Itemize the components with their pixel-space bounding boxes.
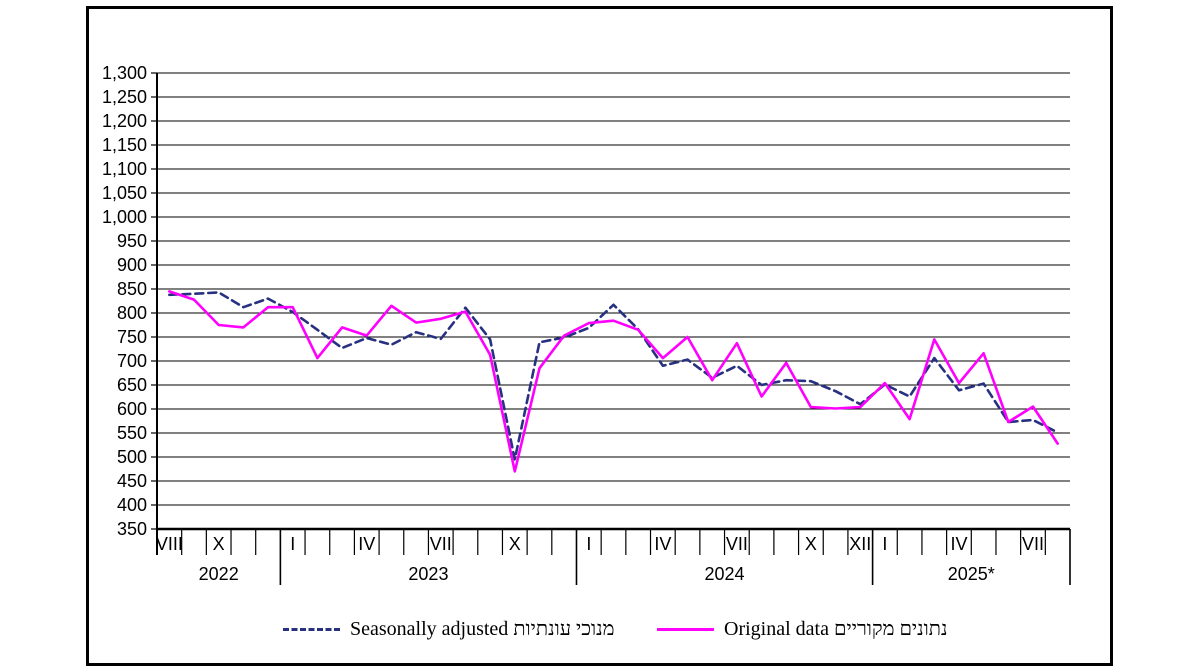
month-label: I [290, 534, 295, 554]
month-label: XII [849, 534, 871, 554]
y-tick-label: 1,100 [102, 159, 147, 179]
chart-legend: Seasonally adjusted מנוכי עונתיות Origin… [0, 615, 1200, 647]
month-label: X [509, 534, 521, 554]
y-tick-label: 900 [117, 255, 147, 275]
legend-item-seasonally-adjusted: Seasonally adjusted מנוכי עונתיות [283, 615, 615, 643]
y-tick-label: 600 [117, 399, 147, 419]
month-label: IV [358, 534, 375, 554]
y-tick-label: 1,000 [102, 207, 147, 227]
y-tick-label: 1,150 [102, 135, 147, 155]
y-axis-labels: 350 400 450 500 550 600 650 700 750 800 850 900 950 1… [102, 63, 157, 539]
month-label: X [805, 534, 817, 554]
y-tick-label: 400 [117, 495, 147, 515]
year-label: 2022 [199, 564, 239, 584]
y-tick-label: 1,300 [102, 63, 147, 83]
y-tick-label: 450 [117, 471, 147, 491]
y-tick-label: 500 [117, 447, 147, 467]
x-axis-ticks [156, 529, 1071, 585]
legend-item-original-data: Original data נתונים מקוריים [657, 615, 947, 643]
series-line [168, 291, 1059, 461]
y-tick-label: 850 [117, 279, 147, 299]
legend-label-original-data: Original data נתונים מקוריים [724, 617, 948, 640]
y-tick-label: 650 [117, 375, 147, 395]
series-line [168, 290, 1059, 473]
month-label: I [882, 534, 887, 554]
month-label: VII [726, 534, 748, 554]
month-label: IV [654, 534, 671, 554]
month-label: X [213, 534, 225, 554]
y-tick-label: 1,250 [102, 87, 147, 107]
series-seasonally-adjusted [168, 291, 1059, 461]
series-original-data [168, 290, 1059, 473]
y-tick-label: 800 [117, 303, 147, 323]
axes [156, 73, 1070, 555]
month-label: I [586, 534, 591, 554]
y-tick-label: 750 [117, 327, 147, 347]
y-tick-label: 350 [117, 519, 147, 539]
month-label: VIII [156, 534, 183, 554]
legend-label-seasonally-adjusted: Seasonally adjusted מנוכי עונתיות [350, 617, 615, 640]
month-label: VII [1022, 534, 1044, 554]
month-label: VII [430, 534, 452, 554]
year-label: 2023 [408, 564, 448, 584]
y-tick-label: 1,050 [102, 183, 147, 203]
month-label: IV [950, 534, 967, 554]
y-tick-label: 950 [117, 231, 147, 251]
year-labels: 2022 2023 2024 2025* [199, 564, 995, 584]
month-labels: VIII X I IV VII X I IV VII X XII I IV VII [156, 534, 1044, 554]
y-tick-label: 550 [117, 423, 147, 443]
dashed-line-sample [283, 627, 340, 631]
chart-border-frame [86, 6, 1113, 666]
year-label: 2025* [948, 564, 995, 584]
gridlines [157, 72, 1070, 506]
solid-line-sample [657, 627, 714, 631]
y-tick-label: 1,200 [102, 111, 147, 131]
y-tick-label: 700 [117, 351, 147, 371]
year-label: 2024 [705, 564, 745, 584]
